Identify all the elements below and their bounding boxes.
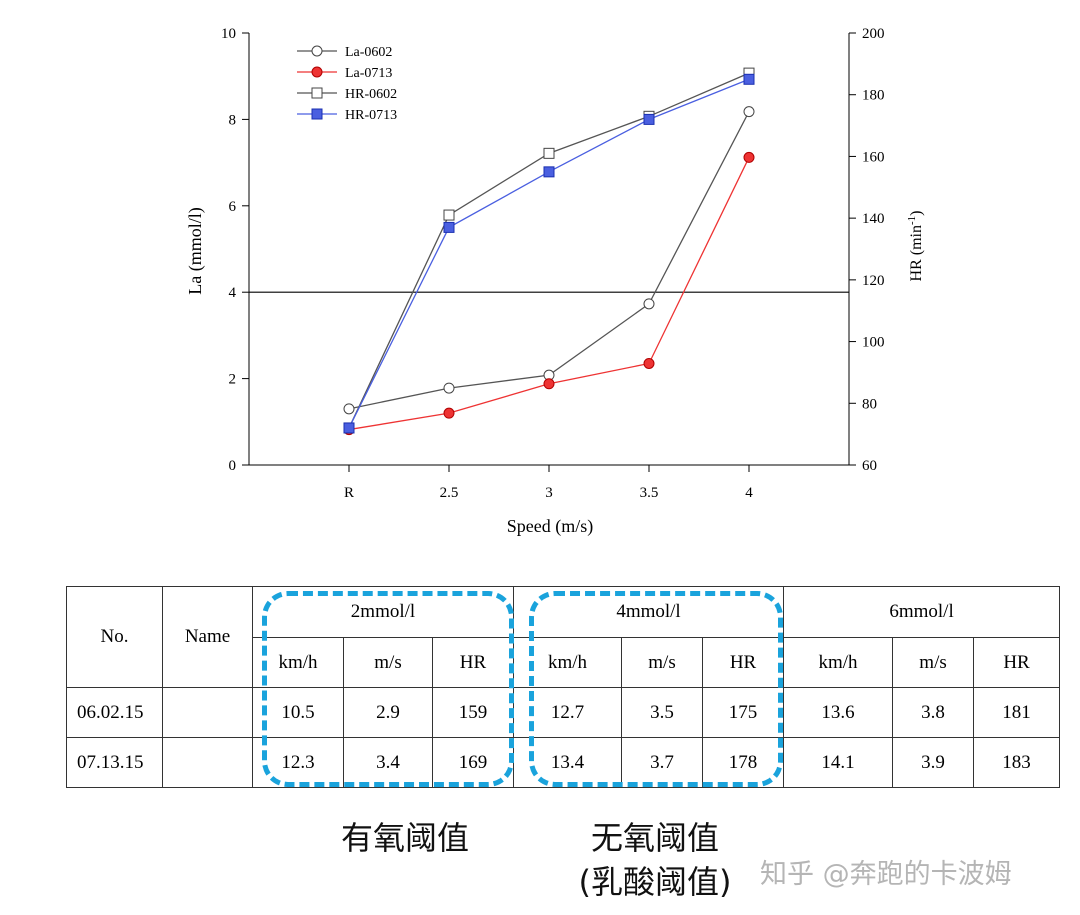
legend-label-hr-0602: HR-0602	[345, 87, 397, 102]
row-date: 06.02.15	[66, 687, 163, 738]
data-point-la-0713	[443, 407, 455, 419]
cell-value: 3.4	[343, 737, 433, 788]
y-right-tick-label: 80	[862, 396, 877, 412]
data-point-la-0602	[643, 298, 655, 310]
cell-value: 3.7	[621, 737, 704, 788]
data-point-hr-0713	[443, 221, 455, 233]
header-no: No.	[66, 586, 163, 688]
data-point-hr-0713	[643, 113, 655, 125]
cell-value: 3.8	[892, 687, 975, 738]
axes: 0 2 4 6 8 10 60 80 100 120 140 160 180 200 R 2.5 3 3.5 4	[221, 26, 885, 501]
data-point-la-0713	[743, 151, 755, 163]
table-row: 06.02.15 10.5 2.9 159 12.7 3.5 175 13.6 …	[66, 687, 1061, 738]
table-subheader-row: km/h m/s HR km/h m/s HR km/h m/s HR	[67, 637, 1061, 688]
subheader-kmh: km/h	[783, 637, 894, 688]
data-point-la-0602	[343, 403, 355, 415]
cell-value: 183	[973, 737, 1061, 788]
cell-value: 14.1	[783, 737, 894, 788]
y-axis-label-right-main: HR (min	[908, 225, 925, 281]
table-row: 07.13.15 12.3 3.4 169 13.4 3.7 178 14.1 …	[66, 737, 1061, 788]
data-point-la-0602	[743, 106, 755, 118]
legend: La-0602 La-0713 HR-0602 HR-0713	[297, 45, 397, 123]
data-point-la-0602	[443, 382, 455, 394]
subheader-kmh: km/h	[513, 637, 623, 688]
data-point-hr-0713	[743, 73, 755, 85]
cell-value: 3.9	[892, 737, 975, 788]
y-right-tick-label: 120	[862, 273, 885, 289]
legend-marker-hr-0713	[311, 108, 323, 120]
y-left-tick-label: 8	[229, 112, 237, 128]
row-name	[162, 687, 253, 738]
aerobic-threshold-caption: 有氧阈值	[340, 819, 469, 857]
header-name: Name	[162, 586, 253, 688]
data-point-hr-0713	[343, 422, 355, 434]
cell-value: 12.3	[252, 737, 344, 788]
y-left-tick-label: 4	[229, 285, 237, 301]
y-left-tick-label: 0	[229, 458, 237, 474]
cell-value: 169	[431, 737, 515, 788]
y-right-tick-label: 60	[862, 458, 877, 474]
cell-value: 2.9	[343, 687, 433, 738]
y-axis-label-right: HR (min-1)	[906, 211, 925, 282]
cell-value: 13.6	[783, 687, 894, 738]
table-header-row: No. Name 2mmol/l 4mmol/l 6mmol/l	[66, 586, 1061, 688]
series-markers	[343, 67, 755, 436]
data-point-hr-0713	[543, 166, 555, 178]
y-axis-label-left: La (mmol/l)	[185, 207, 206, 294]
subheader-ms: m/s	[343, 637, 433, 688]
y-left-tick-label: 6	[229, 199, 237, 215]
x-tick-label: 4	[745, 485, 753, 501]
x-tick-label: 3	[545, 485, 553, 501]
y-right-tick-label: 140	[862, 211, 885, 227]
cell-value: 12.7	[513, 687, 623, 738]
x-tick-label: 3.5	[640, 485, 659, 501]
data-point-hr-0602	[543, 147, 555, 159]
header-6mmol: 6mmol/l	[783, 586, 1061, 638]
y-right-tick-label: 100	[862, 335, 885, 351]
header-2mmol: 2mmol/l	[251, 586, 515, 638]
legend-label-hr-0713: HR-0713	[345, 108, 397, 123]
y-axis-label-right-sup: -1	[906, 216, 918, 225]
y-right-tick-label: 160	[862, 149, 885, 165]
y-axis-label-right-end: )	[908, 211, 925, 216]
y-left-tick-label: 2	[229, 372, 237, 388]
x-tick-label: R	[344, 485, 354, 501]
cell-value: 159	[431, 687, 515, 738]
y-right-tick-label: 180	[862, 88, 885, 104]
cell-value: 178	[702, 737, 785, 788]
anaerobic-threshold-caption: 无氧阈值	[590, 819, 719, 857]
cell-value: 175	[702, 687, 785, 738]
threshold-table: No. Name 2mmol/l 4mmol/l 6mmol/l km/h m/…	[66, 586, 1061, 788]
lactate-threshold-caption: (乳酸阈值)	[578, 863, 732, 901]
chart: 0 2 4 6 8 10 60 80 100 120 140 160 180 200 R 2.5 3 3.5 4 L…	[185, 26, 925, 537]
row-name	[162, 737, 253, 788]
subheader-hr: HR	[973, 637, 1061, 688]
cell-value: 181	[973, 687, 1061, 738]
legend-label-la-0713: La-0713	[345, 66, 392, 81]
watermark: 知乎 @奔跑的卡波姆	[760, 859, 1012, 890]
subheader-ms: m/s	[892, 637, 975, 688]
data-point-hr-0602	[443, 209, 455, 221]
y-right-tick-label: 200	[862, 26, 885, 42]
cell-value: 13.4	[513, 737, 623, 788]
header-4mmol: 4mmol/l	[513, 586, 785, 638]
legend-marker-la-0602	[311, 45, 323, 57]
y-left-tick-label: 10	[221, 26, 236, 42]
legend-marker-la-0713	[311, 66, 323, 78]
x-tick-label: 2.5	[440, 485, 459, 501]
subheader-ms: m/s	[621, 637, 704, 688]
subheader-kmh: km/h	[252, 637, 344, 688]
row-date: 07.13.15	[66, 737, 163, 788]
data-point-la-0713	[643, 357, 655, 369]
subheader-hr: HR	[702, 637, 785, 688]
cell-value: 10.5	[252, 687, 344, 738]
subheader-hr: HR	[431, 637, 515, 688]
x-axis-label: Speed (m/s)	[507, 516, 593, 537]
cell-value: 3.5	[621, 687, 704, 738]
legend-label-la-0602: La-0602	[345, 45, 392, 60]
legend-marker-hr-0602	[311, 87, 323, 99]
data-point-la-0713	[543, 378, 555, 390]
